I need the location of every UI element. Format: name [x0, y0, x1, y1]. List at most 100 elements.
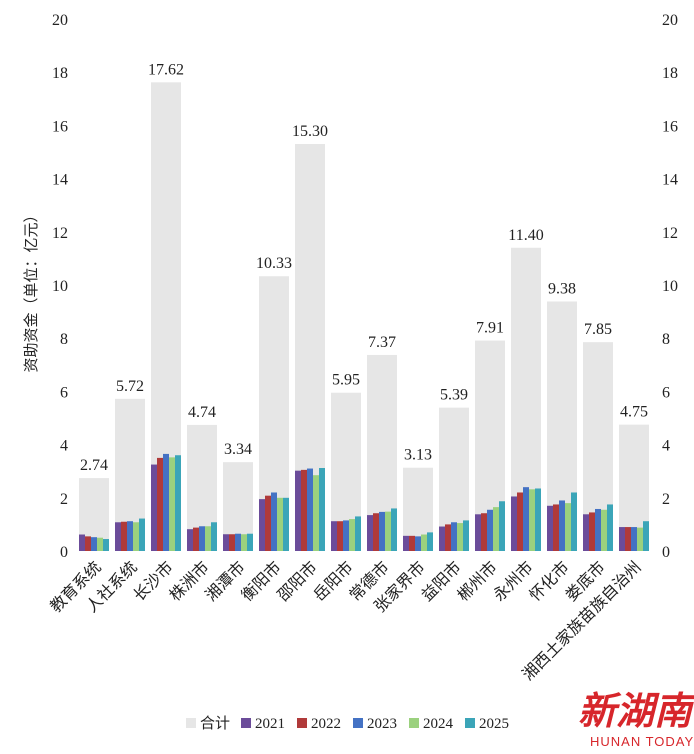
y-axis-left: 0 2 4 6 8 10 12 14 16 18 20 [52, 12, 68, 561]
legend-swatch [241, 718, 251, 728]
bar-2022 [517, 492, 523, 551]
bar-2022 [193, 527, 199, 551]
watermark-logo-en: HUNAN TODAY [590, 734, 694, 749]
bar-2022 [121, 521, 127, 551]
bar-2021 [223, 534, 229, 551]
total-value-label: 17.62 [148, 61, 184, 78]
bar-2023 [271, 492, 277, 551]
y-tick-right: 4 [662, 438, 670, 455]
y-tick-left: 6 [60, 384, 68, 401]
plot-area [79, 82, 649, 552]
bar-2021 [403, 535, 409, 551]
legend-label: 2024 [423, 716, 454, 732]
bar-2022 [589, 512, 595, 551]
bar-2025 [211, 522, 217, 551]
total-value-label: 7.85 [584, 321, 612, 338]
y-tick-left: 8 [60, 331, 68, 348]
bar-2025 [607, 504, 613, 551]
bar-2024 [493, 507, 499, 551]
total-value-label: 10.33 [256, 255, 292, 272]
bar-2021 [583, 514, 589, 551]
legend-swatch [465, 718, 475, 728]
y-axis-right: 0 2 4 6 8 10 12 14 16 18 20 [662, 12, 678, 561]
total-value-label: 11.40 [508, 227, 543, 244]
y-tick-right: 6 [662, 384, 670, 401]
total-value-label: 5.39 [440, 387, 468, 404]
bar-2021 [547, 505, 553, 551]
bar-2024 [97, 537, 103, 551]
bar-2023 [91, 537, 97, 551]
bar-2024 [457, 523, 463, 551]
total-value-label: 2.74 [80, 457, 108, 474]
bar-2024 [349, 519, 355, 551]
bar-2025 [391, 508, 397, 551]
y-tick-left: 14 [52, 172, 68, 189]
bar-2023 [163, 453, 169, 551]
bar-2025 [427, 532, 433, 551]
total-value-label: 3.34 [224, 441, 252, 458]
legend-swatch [409, 718, 419, 728]
bar-2024 [241, 534, 247, 551]
legend-label: 2023 [367, 716, 397, 732]
bar-2023 [343, 520, 349, 551]
bar-2021 [79, 534, 85, 551]
category-label: 益阳市 [418, 558, 465, 605]
bar-2024 [601, 509, 607, 551]
bar-2024 [637, 527, 643, 551]
y-tick-left: 20 [52, 12, 68, 29]
bar-2021 [475, 514, 481, 551]
total-value-label: 7.37 [368, 334, 396, 351]
bar-2025 [283, 497, 289, 551]
bar-2021 [115, 522, 121, 551]
bar-2023 [559, 500, 565, 551]
legend-label: 2021 [255, 716, 285, 732]
bar-2022 [85, 536, 91, 551]
bar-2023 [127, 521, 133, 551]
total-value-label: 5.72 [116, 378, 144, 395]
bar-2024 [529, 489, 535, 551]
bar-2025 [643, 521, 649, 551]
bar-2022 [229, 534, 235, 551]
bar-2022 [409, 535, 415, 551]
bar-2022 [553, 504, 559, 551]
legend-label: 合计 [200, 715, 230, 732]
bar-2025 [571, 492, 577, 551]
category-label: 株洲市 [166, 558, 213, 605]
y-tick-right: 2 [662, 491, 670, 508]
y-tick-left: 16 [52, 118, 68, 135]
bar-2025 [139, 518, 145, 551]
total-value-label: 3.13 [404, 447, 432, 464]
category-label: 永州市 [490, 558, 537, 605]
bar-2024 [421, 534, 427, 551]
total-value-label: 7.91 [476, 320, 504, 337]
legend-swatch [186, 718, 196, 728]
y-tick-left: 18 [52, 65, 68, 82]
category-label: 岳阳市 [310, 558, 357, 605]
bar-2024 [277, 497, 283, 551]
total-value-label: 15.30 [292, 123, 328, 140]
y-tick-right: 16 [662, 118, 678, 135]
category-label: 郴州市 [454, 558, 501, 605]
bar-2024 [385, 511, 391, 551]
category-label: 衡阳市 [238, 558, 285, 605]
y-tick-left: 10 [52, 278, 68, 295]
y-tick-right: 20 [662, 12, 678, 29]
y-tick-right: 10 [662, 278, 678, 295]
legend-swatch [297, 718, 307, 728]
bar-2024 [205, 526, 211, 551]
bar-2021 [259, 499, 265, 551]
y-tick-left: 12 [52, 225, 68, 242]
bar-2025 [535, 488, 541, 551]
bar-2024 [565, 503, 571, 551]
bar-2023 [199, 526, 205, 551]
category-label: 邵阳市 [274, 558, 321, 605]
bar-2023 [415, 536, 421, 551]
bar-2025 [103, 539, 109, 551]
legend-swatch [353, 718, 363, 728]
bar-2022 [625, 527, 631, 551]
bar-2022 [373, 513, 379, 551]
bar-2023 [523, 487, 529, 551]
bar-2023 [307, 468, 313, 551]
bar-2025 [247, 533, 253, 551]
